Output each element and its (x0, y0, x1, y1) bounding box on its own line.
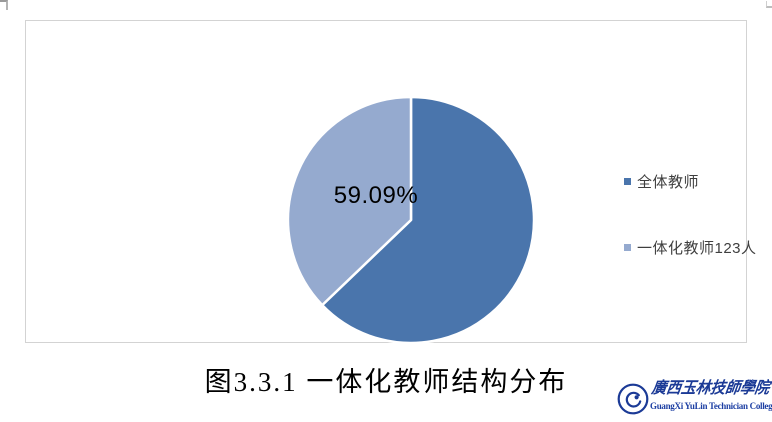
figure-caption: 图3.3.1 一体化教师结构分布 (204, 367, 568, 397)
legend-swatch-icon (624, 177, 631, 185)
legend-label: 全体教师 (637, 173, 700, 191)
pie-data-label: 59.09% (333, 182, 419, 209)
pie-slice-all-teachers[interactable] (320, 95, 536, 345)
corner-crop-mark-top-left (0, 0, 8, 10)
school-emblem-icon (617, 383, 649, 415)
pie-slice-integrated-teachers[interactable] (286, 95, 413, 307)
chart-area[interactable]: 59.09% 全体教师 一体化教师123人 (25, 20, 756, 345)
logo-english-text: GuangXi YuLin Technician College (650, 401, 772, 411)
corner-crop-mark-top-right (766, 1, 772, 8)
school-logo: 廣西玉林技師學院 GuangXi YuLin Technician Colleg… (613, 364, 772, 420)
legend-item-integrated-teachers[interactable]: 一体化教师123人 (624, 238, 757, 257)
legend-label: 一体化教师123人 (637, 239, 757, 257)
legend-item-all-teachers[interactable]: 全体教师 (624, 172, 700, 191)
pie-chart (286, 95, 536, 345)
legend-swatch-icon (624, 243, 631, 251)
logo-chinese-text: 廣西玉林技師學院 (650, 380, 771, 397)
